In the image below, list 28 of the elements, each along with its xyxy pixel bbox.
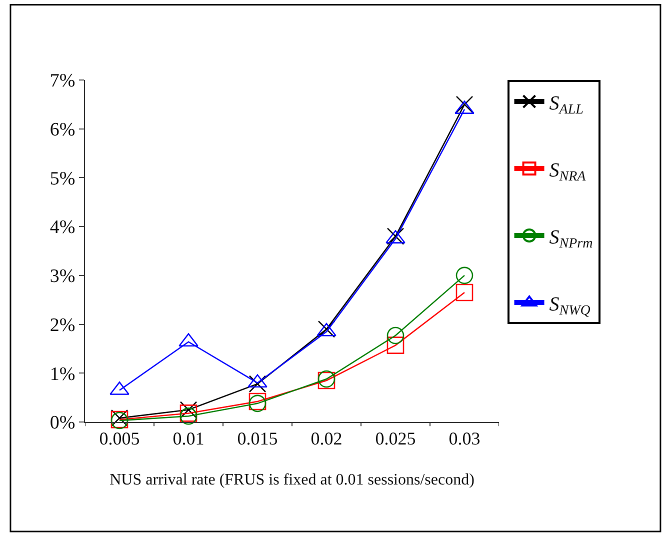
y-tick-label: 1% [50, 364, 76, 385]
point [456, 96, 474, 114]
y-tick-label: 2% [50, 314, 76, 336]
point [386, 336, 404, 354]
legend-label: S$_{ALL}$ [549, 92, 584, 118]
point [248, 375, 266, 393]
x-axis-title: NUS arrival rate (FRUS is fixed at 0.01 sessions/second) [110, 471, 474, 488]
x-tick-label: 0.02 [310, 428, 342, 449]
legend-label: S$_{NPrm}$ [549, 226, 593, 252]
x-tick-label: 0.03 [448, 428, 480, 449]
y-tick-label: 4% [50, 217, 76, 238]
y-tick-label: 3% [50, 266, 76, 288]
x-tick-label: 0.01 [172, 428, 204, 449]
point [386, 326, 404, 344]
y-tick-label: 6% [50, 120, 76, 141]
point [180, 407, 198, 425]
x-tick-label: 0.015 [237, 428, 278, 449]
y-tick-label: 0% [50, 412, 76, 434]
point [456, 284, 474, 302]
legend-label: S$_{NRA}$ [549, 159, 586, 184]
y-tick-label: 7% [50, 70, 76, 92]
x-tick-label: 0.005 [99, 428, 140, 449]
point [456, 266, 474, 284]
x-tick-label: 0.025 [375, 428, 416, 449]
point [180, 404, 198, 422]
point [180, 401, 198, 418]
y-tick-label: 5% [50, 168, 76, 190]
legend-label: S$_{NWQ}$ [549, 293, 590, 318]
